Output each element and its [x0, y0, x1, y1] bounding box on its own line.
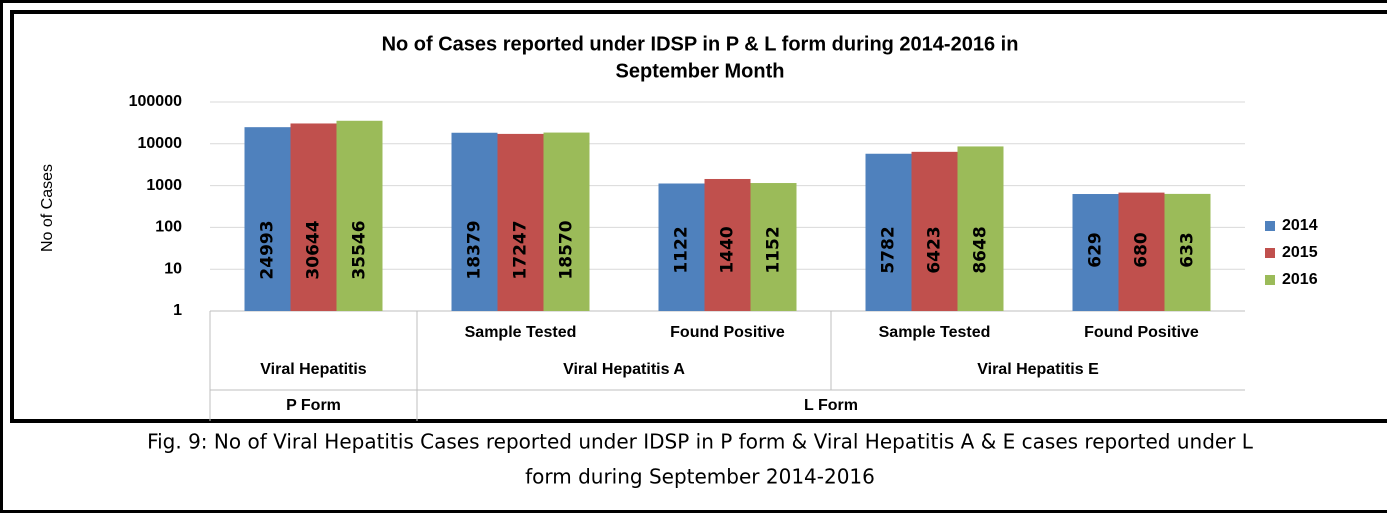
legend-swatch [1265, 248, 1275, 258]
value-label: 1152 [764, 226, 784, 273]
caption: form during September 2014-2016 [525, 465, 875, 489]
value-label: 18570 [557, 220, 577, 279]
bar [1164, 193, 1211, 311]
bar [704, 178, 751, 311]
group-label: Viral Hepatitis A [563, 361, 685, 378]
caption: Fig. 9: No of Viral Hepatitis Cases repo… [147, 430, 1254, 454]
chart-title: September Month [616, 60, 785, 82]
bar [290, 123, 337, 311]
x-tick-label: Sample Tested [465, 324, 577, 341]
legend-label: 2015 [1282, 244, 1318, 261]
value-label: 6423 [925, 226, 945, 273]
x-tick-label: Found Positive [1084, 324, 1199, 341]
value-label: 633 [1178, 232, 1198, 268]
bar [750, 183, 797, 311]
x-tick-label: Found Positive [670, 324, 785, 341]
value-label: 1122 [672, 226, 692, 273]
y-tick-label: 1000 [146, 177, 182, 194]
chart-title: No of Cases reported under IDSP in P & L… [382, 33, 1019, 55]
bar [658, 183, 705, 311]
y-tick-label: 10000 [138, 135, 183, 152]
value-label: 5782 [879, 226, 899, 273]
bar [957, 146, 1004, 311]
bar [497, 133, 544, 311]
bar [543, 132, 590, 311]
bar [1072, 194, 1119, 311]
group-label: Viral Hepatitis [260, 361, 367, 378]
value-label: 24993 [258, 220, 278, 279]
value-label: 17247 [511, 220, 531, 279]
form-label: L Form [804, 397, 858, 414]
y-tick-label: 1 [173, 302, 182, 319]
bar [1118, 192, 1165, 311]
value-label: 8648 [971, 226, 991, 273]
bar [336, 120, 383, 311]
value-label: 629 [1086, 232, 1106, 268]
bar [911, 151, 958, 311]
bar [244, 127, 291, 311]
bar [451, 132, 498, 311]
x-tick-label: Sample Tested [879, 324, 991, 341]
value-label: 35546 [350, 220, 370, 279]
y-tick-label: 100 [155, 219, 182, 236]
legend-swatch [1265, 275, 1275, 285]
value-label: 18379 [465, 220, 485, 279]
value-label: 680 [1132, 232, 1152, 268]
legend-label: 2014 [1282, 217, 1318, 234]
group-label: Viral Hepatitis E [977, 361, 1099, 378]
bar [865, 153, 912, 311]
y-tick-label: 10 [164, 260, 182, 277]
form-label: P Form [286, 397, 341, 414]
y-tick-label: 100000 [129, 93, 182, 110]
legend-label: 2016 [1282, 271, 1318, 288]
value-label: 30644 [304, 220, 324, 279]
value-label: 1440 [718, 226, 738, 273]
chart-frame [10, 10, 1387, 423]
legend-swatch [1265, 221, 1275, 231]
y-axis-label: No of Cases [39, 164, 56, 252]
